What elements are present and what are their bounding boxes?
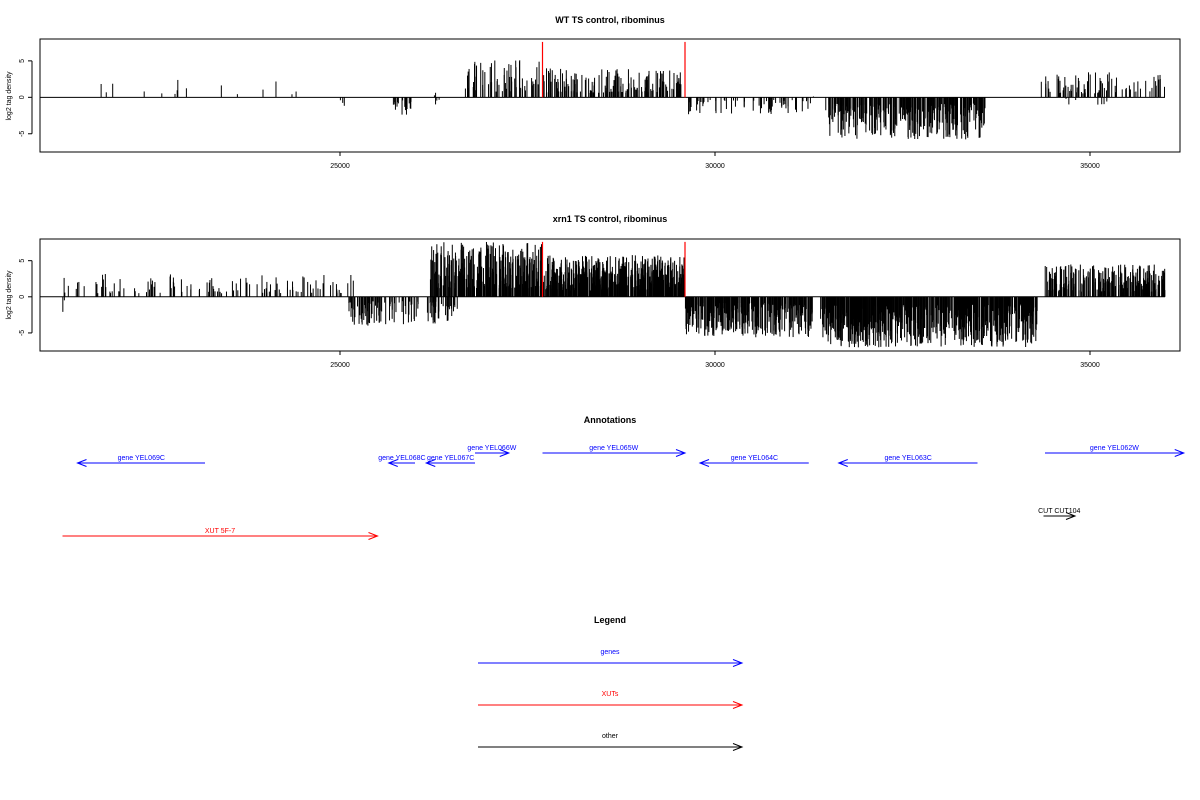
feature-label: gene YEL067C (427, 455, 474, 462)
feature-arrow (387, 459, 415, 467)
legend-label: XUTs (602, 691, 619, 698)
feature-label: gene YEL064C (731, 455, 778, 462)
y-tick-label: 0 (19, 295, 26, 299)
feature-arrow (424, 459, 475, 467)
feature-label: gene YEL069C (118, 455, 165, 462)
annotation-features: gene YEL069C gene YEL068C gene YEL067C gene… (62, 445, 1186, 540)
y-tick-label: 0 (19, 95, 26, 99)
y-tick-label: 5 (19, 59, 26, 63)
feature-arrow (62, 532, 379, 540)
y-axis-label: log2 tag density (6, 270, 13, 320)
density-bars (100, 60, 1165, 140)
feature-arrow (698, 459, 809, 467)
panel-title: xrn1 TS control, ribominus (553, 214, 668, 224)
feature-label: gene YEL063C (884, 455, 931, 462)
x-axis: 25000 30000 35000 (330, 152, 1100, 170)
y-tick-label: -5 (19, 330, 26, 336)
legend-label: genes (600, 649, 620, 656)
y-axis-label: log2 tag density (6, 71, 13, 121)
y-tick-label: 5 (19, 259, 26, 263)
x-tick-label: 35000 (1080, 163, 1100, 170)
panel-title: WT TS control, ribominus (555, 15, 665, 25)
red-markers (541, 241, 686, 297)
y-axis: 5 0 -5 (19, 259, 33, 336)
feature-arrow (76, 459, 205, 467)
x-tick-label: 30000 (705, 362, 725, 369)
legend-label: other (602, 733, 619, 740)
feature-label: gene YEL068C (378, 455, 425, 462)
feature-arrow (837, 459, 978, 467)
feature-arrow (542, 449, 687, 457)
annotations-panel: Annotations gene YEL069C gene YEL068C gene… (62, 415, 1186, 540)
x-axis: 25000 30000 35000 (330, 351, 1100, 369)
legend-items: genes XUTs other (478, 649, 744, 751)
legend-title: Legend (594, 615, 626, 625)
feature-label: gene YEL065W (589, 445, 638, 452)
feature-label: gene YEL062W (1090, 445, 1139, 452)
density-bars (62, 241, 1166, 348)
plot-frame (39, 38, 1181, 153)
panel-wt: WT TS control, ribominus log2 tag densit… (6, 15, 1181, 170)
legend-arrow (478, 743, 744, 751)
x-tick-label: 25000 (330, 362, 350, 369)
feature-label: XUT 5F-7 (205, 528, 235, 535)
annotations-title: Annotations (584, 415, 637, 425)
red-markers (541, 41, 686, 98)
legend-arrow (478, 659, 744, 667)
feature-label: CUT CUT104 (1038, 508, 1080, 515)
x-tick-label: 35000 (1080, 362, 1100, 369)
legend: Legend genes XUTs other (478, 615, 744, 751)
feature-label: gene YEL066W (467, 445, 516, 452)
x-tick-label: 25000 (330, 163, 350, 170)
y-axis: 5 0 -5 (19, 59, 33, 137)
legend-arrow (478, 701, 744, 709)
y-tick-label: -5 (19, 131, 26, 137)
plot-frame (39, 238, 1181, 352)
x-tick-label: 30000 (705, 163, 725, 170)
feature-arrow (1045, 449, 1186, 457)
panel-xrn1: xrn1 TS control, ribominus log2 tag dens… (6, 214, 1181, 369)
feature-arrow (475, 449, 511, 457)
feature-arrow (1043, 512, 1077, 520)
